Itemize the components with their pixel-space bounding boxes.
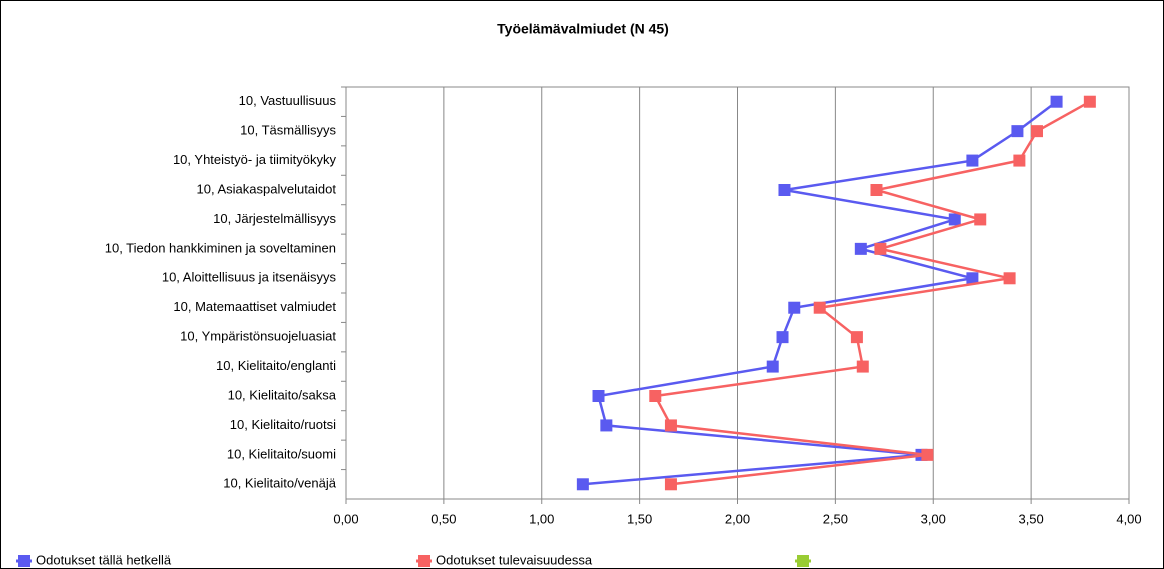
marker: [1083, 95, 1096, 108]
y-tick-label: 10, Kielitaito/englanti: [216, 358, 336, 373]
y-tick-label: 10, Kielitaito/suomi: [227, 446, 336, 461]
x-tick-label: 1,00: [529, 511, 554, 526]
marker: [854, 242, 867, 255]
marker: [1050, 95, 1063, 108]
y-tick-label: 10, Kielitaito/saksa: [228, 387, 337, 402]
y-tick-label: 10, Aloittellisuus ja itsenäisyys: [162, 270, 337, 285]
legend-label: Odotukset tulevaisuudessa: [436, 552, 593, 567]
marker: [776, 331, 789, 344]
marker: [966, 272, 979, 285]
marker: [921, 448, 934, 461]
x-tick-label: 2,50: [823, 511, 848, 526]
x-tick-label: 2,00: [725, 511, 750, 526]
marker: [766, 360, 779, 373]
marker: [850, 331, 863, 344]
marker: [1003, 272, 1016, 285]
x-tick-label: 0,00: [333, 511, 358, 526]
x-tick-label: 3,00: [921, 511, 946, 526]
y-tick-label: 10, Vastuullisuus: [239, 93, 337, 108]
marker: [856, 360, 869, 373]
y-tick-label: 10, Asiakaspalvelutaidot: [197, 181, 337, 196]
marker: [966, 154, 979, 167]
x-tick-label: 0,50: [431, 511, 456, 526]
marker: [874, 242, 887, 255]
marker: [974, 213, 987, 226]
y-tick-label: 10, Ympäristönsuojeluasiat: [180, 329, 336, 344]
marker: [576, 478, 589, 491]
legend-marker: [18, 555, 30, 567]
marker: [1030, 125, 1043, 138]
y-tick-label: 10, Täsmällisyys: [240, 123, 336, 138]
y-tick-label: 10, Järjestelmällisyys: [213, 211, 336, 226]
legend-label: Odotukset tällä hetkellä: [36, 552, 172, 567]
legend-marker: [418, 555, 430, 567]
marker: [592, 390, 605, 402]
marker: [813, 301, 826, 314]
chart-title: Työelämävalmiudet (N 45): [497, 21, 669, 37]
marker: [664, 419, 677, 432]
marker: [664, 478, 677, 491]
marker: [1011, 125, 1024, 138]
marker: [600, 419, 613, 432]
marker: [870, 184, 883, 196]
marker: [788, 301, 801, 314]
marker: [649, 390, 662, 402]
marker: [778, 184, 791, 196]
y-tick-label: 10, Kielitaito/ruotsi: [230, 417, 336, 432]
y-tick-label: 10, Tiedon hankkiminen ja soveltaminen: [105, 240, 336, 255]
marker: [1013, 154, 1026, 167]
y-tick-label: 10, Kielitaito/venäjä: [223, 476, 337, 491]
y-tick-label: 10, Yhteistyö- ja tiimityökyky: [173, 152, 337, 167]
y-tick-label: 10, Matemaattiset valmiudet: [173, 299, 336, 314]
legend-marker: [797, 555, 809, 567]
x-tick-label: 3,50: [1018, 511, 1043, 526]
x-tick-label: 1,50: [627, 511, 652, 526]
x-tick-label: 4,00: [1116, 511, 1141, 526]
marker: [948, 213, 961, 226]
